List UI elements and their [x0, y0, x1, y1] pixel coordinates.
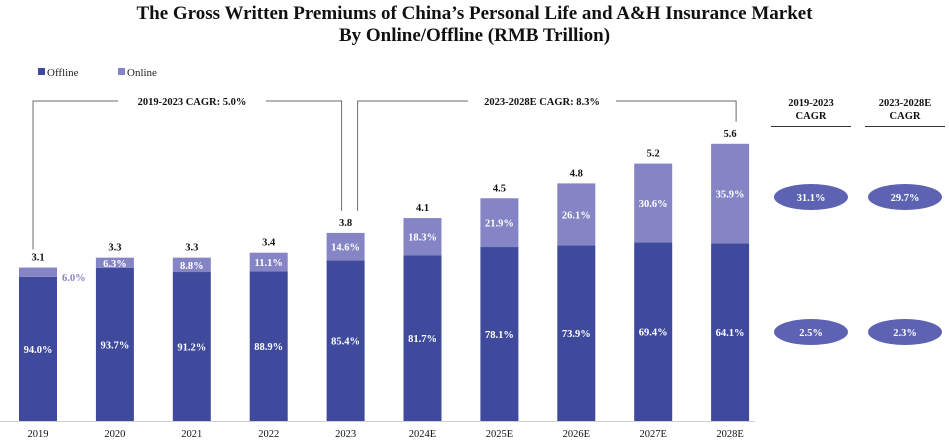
cagr-offline-pill-0 — [774, 319, 848, 345]
total-label-2019: 3.1 — [31, 253, 44, 264]
x-tick-2020: 2020 — [104, 429, 125, 440]
bar-offline-2028E — [711, 243, 750, 421]
bar-online-2023 — [326, 232, 365, 261]
label-online-2021: 8.8% — [180, 261, 204, 272]
bar-online-2025E — [480, 198, 519, 248]
label-offline-2026E: 73.9% — [562, 329, 591, 340]
x-tick-2027E: 2027E — [639, 429, 666, 440]
cagr-header-1-line2: CAGR — [890, 111, 921, 122]
label-offline-2022: 88.9% — [254, 342, 283, 353]
cagr-header-1-line1: 2023-2028E — [879, 98, 932, 109]
bar-offline-2023 — [326, 260, 365, 421]
total-label-2020: 3.3 — [108, 243, 121, 254]
label-online-2019: 6.0% — [62, 273, 86, 284]
label-offline-2024E: 81.7% — [408, 334, 437, 345]
legend-online-label: Online — [127, 67, 157, 79]
legend-online-swatch — [118, 68, 125, 75]
label-offline-2020: 93.7% — [100, 340, 129, 351]
x-tick-2022: 2022 — [258, 429, 279, 440]
bar-offline-2021 — [172, 272, 211, 421]
x-tick-2023: 2023 — [335, 429, 356, 440]
label-online-2024E: 18.3% — [408, 233, 437, 244]
cagr-online-pill-0 — [774, 184, 848, 210]
bracket-2019-2023 — [32, 100, 343, 250]
cagr-online-value-1: 29.7% — [891, 193, 920, 204]
bracket-label-bg-1 — [118, 93, 266, 109]
label-online-2023: 14.6% — [331, 243, 360, 254]
bar-offline-2022 — [249, 271, 288, 421]
bar-online-2021 — [172, 257, 211, 273]
x-tick-2025E: 2025E — [486, 429, 513, 440]
cagr-online-pill-1 — [868, 184, 942, 210]
bar-offline-2026E — [557, 245, 596, 421]
bar-online-2019 — [19, 267, 57, 277]
cagr-offline-value-0: 2.5% — [799, 328, 823, 339]
bracket-label-2019-2023: 2019-2023 CAGR: 5.0% — [138, 97, 247, 108]
label-online-2028E: 35.9% — [716, 190, 745, 201]
cagr-header-0-line1: 2019-2023 — [788, 98, 834, 109]
total-label-2025E: 4.5 — [493, 183, 506, 194]
label-offline-2023: 85.4% — [331, 337, 360, 348]
cagr-online-value-0: 31.1% — [797, 193, 826, 204]
legend-offline-label: Offline — [47, 67, 79, 79]
x-tick-2028E: 2028E — [716, 429, 743, 440]
label-offline-2021: 91.2% — [177, 343, 206, 354]
bracket-label-bg-2 — [468, 93, 616, 109]
bar-online-2026E — [557, 183, 596, 246]
bar-offline-2020 — [95, 267, 134, 421]
chart-title-line2: By Online/Offline (RMB Trillion) — [338, 25, 611, 46]
x-tick-2026E: 2026E — [563, 429, 590, 440]
total-label-2022: 3.4 — [262, 238, 276, 249]
total-label-2027E: 5.2 — [647, 149, 660, 160]
bar-online-2022 — [249, 252, 288, 272]
x-tick-2021: 2021 — [181, 429, 202, 440]
total-label-2026E: 4.8 — [570, 168, 583, 179]
chart-title-line1: The Gross Written Premiums of China’s Pe… — [136, 3, 813, 24]
label-online-2027E: 30.6% — [639, 199, 668, 210]
legend-offline-swatch — [38, 68, 45, 75]
total-label-2024E: 4.1 — [416, 203, 429, 214]
total-label-2021: 3.3 — [185, 243, 198, 254]
bar-offline-2019 — [19, 276, 57, 421]
label-online-2020: 6.3% — [103, 259, 127, 270]
label-offline-2028E: 64.1% — [716, 328, 745, 339]
label-offline-2019: 94.0% — [24, 345, 53, 356]
cagr-header-0-line2: CAGR — [796, 111, 827, 122]
bar-online-2028E — [711, 143, 750, 244]
x-tick-2024E: 2024E — [409, 429, 436, 440]
bracket-2023-2028E — [357, 100, 737, 211]
bar-online-2024E — [403, 218, 442, 256]
bar-online-2027E — [634, 163, 673, 243]
label-online-2022: 11.1% — [255, 258, 283, 269]
bracket-label-2023-2028E: 2023-2028E CAGR: 8.3% — [484, 97, 600, 108]
label-online-2026E: 26.1% — [562, 210, 591, 221]
total-label-2023: 3.8 — [339, 218, 352, 229]
bar-online-2020 — [95, 257, 134, 268]
label-offline-2027E: 69.4% — [639, 328, 668, 339]
label-offline-2025E: 78.1% — [485, 330, 514, 341]
label-online-2025E: 21.9% — [485, 219, 514, 230]
cagr-offline-value-1: 2.3% — [893, 328, 917, 339]
cagr-offline-pill-1 — [868, 319, 942, 345]
x-tick-2019: 2019 — [28, 429, 49, 440]
bar-offline-2027E — [634, 242, 673, 421]
total-label-2028E: 5.6 — [724, 129, 737, 140]
bar-offline-2025E — [480, 247, 519, 421]
bar-offline-2024E — [403, 255, 442, 421]
